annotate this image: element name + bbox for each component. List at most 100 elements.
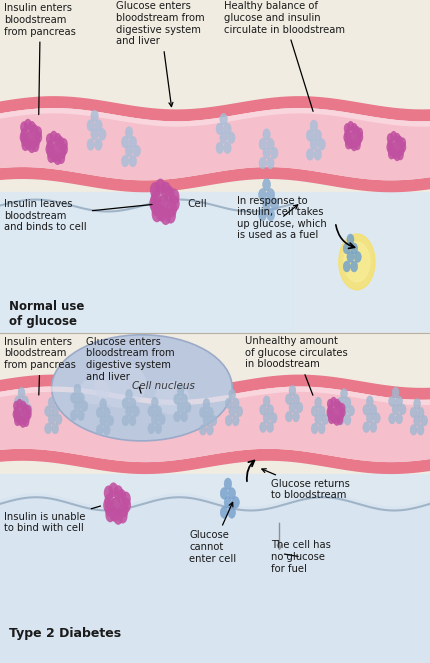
Circle shape (177, 385, 184, 396)
Circle shape (344, 242, 370, 282)
Circle shape (370, 422, 377, 432)
Circle shape (103, 425, 110, 435)
Circle shape (267, 209, 275, 221)
Text: Glucose
cannot
enter cell: Glucose cannot enter cell (189, 503, 236, 564)
Circle shape (17, 416, 24, 426)
Circle shape (271, 198, 279, 210)
Circle shape (14, 412, 20, 422)
Circle shape (387, 142, 393, 152)
Circle shape (389, 396, 396, 406)
Circle shape (155, 424, 162, 434)
Circle shape (392, 387, 399, 398)
Circle shape (363, 422, 370, 432)
Circle shape (129, 398, 136, 408)
Circle shape (54, 153, 61, 165)
FancyArrowPatch shape (247, 461, 254, 481)
Circle shape (133, 145, 141, 156)
Polygon shape (0, 375, 430, 400)
Circle shape (122, 398, 129, 408)
Text: In response to
insulin, cell takes
up glucose, which
is used as a fuel: In response to insulin, cell takes up gl… (237, 196, 326, 241)
Circle shape (392, 404, 399, 414)
Circle shape (181, 412, 187, 422)
Circle shape (344, 123, 350, 134)
Circle shape (232, 398, 239, 408)
Circle shape (149, 196, 160, 211)
Circle shape (52, 424, 58, 434)
Circle shape (236, 406, 243, 416)
Circle shape (129, 155, 137, 167)
Circle shape (155, 178, 166, 195)
Circle shape (332, 407, 339, 418)
Circle shape (13, 406, 20, 416)
Circle shape (318, 406, 325, 416)
Circle shape (263, 129, 270, 140)
Circle shape (206, 407, 213, 418)
Circle shape (410, 425, 417, 435)
Circle shape (315, 397, 322, 408)
Circle shape (121, 137, 129, 148)
Circle shape (267, 139, 274, 150)
Circle shape (374, 413, 380, 423)
Circle shape (87, 120, 95, 131)
Circle shape (155, 406, 162, 416)
Circle shape (71, 392, 77, 403)
Circle shape (114, 510, 123, 525)
Circle shape (263, 178, 270, 191)
Circle shape (47, 147, 55, 158)
Circle shape (23, 417, 29, 427)
Circle shape (270, 147, 278, 158)
Circle shape (355, 135, 362, 146)
Text: Insulin enters
bloodstream
from pancreas: Insulin enters bloodstream from pancreas (4, 337, 76, 395)
Circle shape (263, 198, 270, 210)
Circle shape (48, 414, 55, 424)
Circle shape (20, 131, 28, 143)
Circle shape (54, 133, 61, 145)
Circle shape (104, 493, 114, 509)
Circle shape (286, 394, 292, 404)
Circle shape (48, 397, 55, 408)
Circle shape (46, 143, 53, 155)
Circle shape (151, 414, 158, 424)
Text: Cell nucleus: Cell nucleus (132, 381, 195, 391)
Circle shape (169, 196, 180, 211)
Circle shape (267, 157, 274, 169)
Circle shape (25, 409, 32, 420)
Circle shape (216, 142, 224, 154)
Circle shape (328, 410, 334, 420)
Circle shape (347, 234, 354, 245)
Circle shape (164, 186, 175, 202)
Circle shape (45, 424, 52, 434)
Circle shape (52, 143, 60, 156)
Circle shape (174, 412, 181, 422)
Circle shape (206, 425, 213, 435)
Circle shape (414, 398, 421, 409)
Circle shape (18, 404, 25, 414)
Circle shape (344, 129, 351, 139)
Circle shape (121, 155, 129, 167)
Circle shape (389, 414, 396, 424)
Text: Insulin is unable
to bind with cell: Insulin is unable to bind with cell (4, 506, 101, 534)
Circle shape (22, 396, 28, 406)
Circle shape (339, 403, 345, 413)
Circle shape (12, 409, 19, 420)
Circle shape (337, 397, 344, 408)
Circle shape (225, 398, 232, 408)
Circle shape (370, 404, 377, 415)
Circle shape (398, 145, 405, 156)
Circle shape (410, 407, 417, 418)
Circle shape (388, 149, 395, 159)
Circle shape (390, 131, 397, 141)
Circle shape (91, 110, 98, 121)
Circle shape (399, 137, 406, 148)
Circle shape (260, 404, 267, 415)
Circle shape (18, 409, 25, 420)
Circle shape (169, 188, 179, 205)
Circle shape (394, 151, 401, 161)
Circle shape (203, 398, 210, 409)
Circle shape (258, 188, 267, 201)
Circle shape (148, 424, 155, 434)
Ellipse shape (95, 361, 146, 408)
Circle shape (356, 127, 363, 138)
Circle shape (216, 123, 224, 135)
Circle shape (151, 200, 162, 216)
